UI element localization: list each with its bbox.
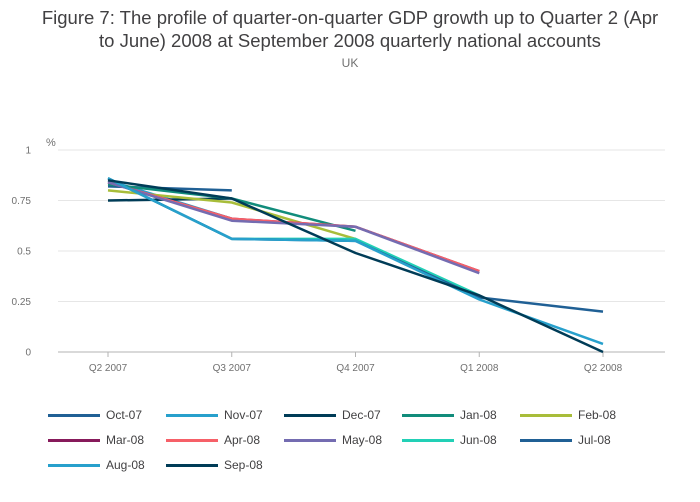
y-tick-label: 0: [25, 348, 31, 359]
legend-swatch: [166, 463, 218, 467]
x-tick-label: Q4 2007: [336, 363, 375, 374]
legend-swatch: [402, 438, 454, 442]
legend-item-jun-08[interactable]: Jun-08: [402, 431, 520, 449]
legend-item-may-08[interactable]: May-08: [284, 431, 402, 449]
legend-label: May-08: [342, 433, 383, 447]
legend-item-nov-07[interactable]: Nov-07: [166, 406, 284, 424]
legend-label: Feb-08: [578, 408, 617, 422]
y-tick-label: 0.75: [12, 196, 32, 207]
y-tick-label: 1: [25, 146, 31, 157]
legend-item-jul-08[interactable]: Jul-08: [520, 431, 638, 449]
legend-label: Nov-07: [224, 408, 263, 422]
legend-label: Jul-08: [578, 433, 611, 447]
legend: Oct-07 Nov-07 Dec-07 Jan-08 Feb-08 Mar-08 Apr-…: [48, 406, 688, 474]
x-tick-label: Q2 2008: [584, 363, 623, 374]
legend-swatch: [166, 413, 218, 417]
axes: % 0 0.25 0.5 0.75 1 Q2 2007 Q3 2007 Q4 2007 Q1 2…: [12, 137, 665, 374]
series-lines: [107, 177, 604, 354]
chart-subtitle: UK: [341, 56, 359, 70]
chart-title: Figure 7: The profile of quarter-on-quar…: [41, 7, 659, 51]
gridlines: [58, 149, 665, 302]
legend-swatch: [520, 438, 572, 442]
legend-swatch: [48, 438, 100, 442]
y-tick-label: 0.5: [17, 247, 31, 258]
legend-swatch: [402, 413, 454, 417]
series-line-may-08[interactable]: [107, 181, 480, 275]
legend-label: Mar-08: [106, 433, 145, 447]
legend-label: Aug-08: [106, 458, 145, 472]
legend-swatch: [48, 413, 100, 417]
legend-item-mar-08[interactable]: Mar-08: [48, 431, 166, 449]
legend-swatch: [520, 413, 572, 417]
legend-item-aug-08[interactable]: Aug-08: [48, 456, 166, 474]
x-tick-label: Q2 2007: [89, 363, 128, 374]
legend-swatch: [166, 438, 218, 442]
legend-item-apr-08[interactable]: Apr-08: [166, 431, 284, 449]
x-tick-label: Q3 2007: [213, 363, 252, 374]
y-axis-unit-label: %: [46, 137, 56, 149]
legend-item-jan-08[interactable]: Jan-08: [402, 406, 520, 424]
legend-item-sep-08[interactable]: Sep-08: [166, 456, 284, 474]
legend-item-dec-07[interactable]: Dec-07: [284, 406, 402, 424]
legend-label: Oct-07: [106, 408, 143, 422]
legend-swatch: [48, 463, 100, 467]
series-line-sep-08[interactable]: [107, 179, 604, 354]
legend-item-oct-07[interactable]: Oct-07: [48, 406, 166, 424]
x-tick-label: Q1 2008: [460, 363, 499, 374]
legend-label: Jun-08: [460, 433, 497, 447]
legend-swatch: [284, 438, 336, 442]
y-tick-label: 0.25: [12, 297, 32, 308]
line-chart: % 0 0.25 0.5 0.75 1 Q2 2007 Q3 2007 Q4 2007 Q1 2…: [12, 137, 665, 374]
legend-label: Sep-08: [224, 458, 263, 472]
legend-label: Apr-08: [224, 433, 261, 447]
legend-item-feb-08[interactable]: Feb-08: [520, 406, 638, 424]
legend-label: Jan-08: [460, 408, 497, 422]
legend-label: Dec-07: [342, 408, 381, 422]
legend-swatch: [284, 413, 336, 417]
